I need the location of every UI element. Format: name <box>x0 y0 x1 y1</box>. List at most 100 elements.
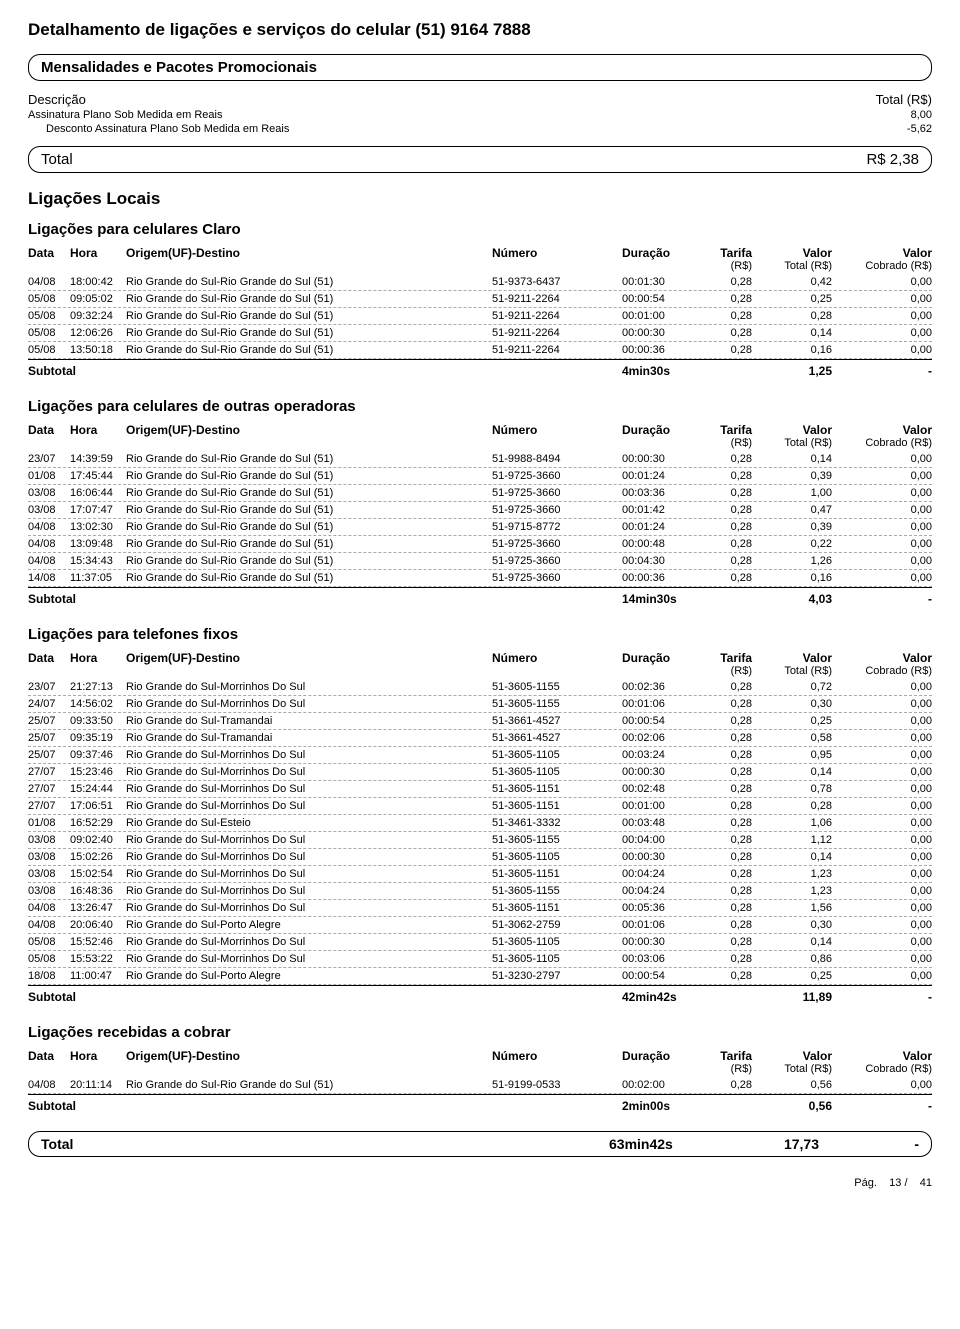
cell: 05/08 <box>28 310 70 322</box>
cell: 0,30 <box>752 698 832 710</box>
cell: 0,00 <box>832 1079 932 1091</box>
cell: 04/08 <box>28 1079 70 1091</box>
subtotal-cell <box>126 364 492 378</box>
grand-total-value: 17,73 <box>739 1136 819 1152</box>
cell: 00:02:36 <box>622 681 696 693</box>
cell: 0,28 <box>696 470 752 482</box>
table-row: 04/0815:34:43Rio Grande do Sul-Rio Grand… <box>28 553 932 570</box>
cell: 0,00 <box>832 885 932 897</box>
cell: 51-3230-2797 <box>492 970 622 982</box>
cell: 27/07 <box>28 766 70 778</box>
col-header-sub: (R$) <box>696 260 752 272</box>
cell: 51-9715-8772 <box>492 521 622 533</box>
cell: 0,28 <box>696 555 752 567</box>
col-header: ValorCobrado (R$) <box>832 423 932 449</box>
col-header: ValorTotal (R$) <box>752 246 832 272</box>
subtotal-cell <box>70 1099 126 1113</box>
subtotal-cell: - <box>832 1099 932 1113</box>
cell: 17:06:51 <box>70 800 126 812</box>
cell: Rio Grande do Sul-Morrinhos Do Sul <box>126 681 492 693</box>
col-header: Origem(UF)-Destino <box>126 423 492 449</box>
cell: 0,00 <box>832 487 932 499</box>
cell: 00:01:06 <box>622 919 696 931</box>
cell: 0,28 <box>696 715 752 727</box>
mensal-total-banner: Total R$ 2,38 <box>28 146 932 173</box>
table-row: 04/0818:00:42Rio Grande do Sul-Rio Grand… <box>28 274 932 291</box>
cell: 51-3605-1105 <box>492 766 622 778</box>
subtotal-cell: - <box>832 364 932 378</box>
cell: 00:00:54 <box>622 715 696 727</box>
mensal-total-label: Total <box>41 151 73 168</box>
cell: Rio Grande do Sul-Porto Alegre <box>126 919 492 931</box>
cell: 03/08 <box>28 504 70 516</box>
group-heading: Ligações para celulares Claro <box>28 221 932 238</box>
cell: 51-3605-1151 <box>492 800 622 812</box>
col-header-sub: Cobrado (R$) <box>832 260 932 272</box>
cell: 0,28 <box>696 1079 752 1091</box>
table-row: 01/0816:52:29Rio Grande do Sul-Esteio51-… <box>28 815 932 832</box>
cell: 0,00 <box>832 817 932 829</box>
cell: Rio Grande do Sul-Rio Grande do Sul (51) <box>126 538 492 550</box>
cell: 0,00 <box>832 453 932 465</box>
cell: 0,00 <box>832 800 932 812</box>
cell: 03/08 <box>28 885 70 897</box>
cell: 15:24:44 <box>70 783 126 795</box>
cell: 0,00 <box>832 555 932 567</box>
table-row: 04/0820:06:40Rio Grande do Sul-Porto Ale… <box>28 917 932 934</box>
cell: Rio Grande do Sul-Rio Grande do Sul (51) <box>126 1079 492 1091</box>
col-header: Data <box>28 423 70 449</box>
subtotal-cell: 4min30s <box>622 364 696 378</box>
cell: 0,00 <box>832 953 932 965</box>
cell: 0,30 <box>752 919 832 931</box>
col-header: Número <box>492 651 622 677</box>
cell: 16:52:29 <box>70 817 126 829</box>
mensal-header-desc: Descrição <box>28 92 86 107</box>
table-row: 05/0813:50:18Rio Grande do Sul-Rio Grand… <box>28 342 932 359</box>
cell: Rio Grande do Sul-Rio Grande do Sul (51) <box>126 521 492 533</box>
cell: 00:00:30 <box>622 327 696 339</box>
cell: 17:45:44 <box>70 470 126 482</box>
cell: 0,28 <box>696 732 752 744</box>
cell: Rio Grande do Sul-Rio Grande do Sul (51) <box>126 276 492 288</box>
subtotal-cell <box>492 364 622 378</box>
cell: Rio Grande do Sul-Rio Grande do Sul (51) <box>126 504 492 516</box>
table-row: 03/0816:48:36Rio Grande do Sul-Morrinhos… <box>28 883 932 900</box>
cell: 0,28 <box>696 783 752 795</box>
cell: 00:00:54 <box>622 970 696 982</box>
cell: 51-9725-3660 <box>492 555 622 567</box>
col-header: Origem(UF)-Destino <box>126 1049 492 1075</box>
grand-total-duration: 63min42s <box>609 1136 683 1152</box>
cell: 0,28 <box>696 504 752 516</box>
cell: 0,28 <box>696 698 752 710</box>
cell: 1,23 <box>752 868 832 880</box>
col-header: ValorTotal (R$) <box>752 1049 832 1075</box>
cell: Rio Grande do Sul-Rio Grande do Sul (51) <box>126 310 492 322</box>
table-header: DataHoraOrigem(UF)-DestinoNúmeroDuraçãoT… <box>28 649 932 679</box>
col-header: Origem(UF)-Destino <box>126 651 492 677</box>
cell: 51-3661-4527 <box>492 732 622 744</box>
cell: 00:03:36 <box>622 487 696 499</box>
subtotal-cell <box>492 990 622 1004</box>
subtotal-cell <box>696 1099 752 1113</box>
table-header: DataHoraOrigem(UF)-DestinoNúmeroDuraçãoT… <box>28 1047 932 1077</box>
cell: 0,00 <box>832 698 932 710</box>
subtotal-cell <box>126 990 492 1004</box>
cell: 00:03:48 <box>622 817 696 829</box>
cell: 00:02:48 <box>622 783 696 795</box>
cell: 03/08 <box>28 834 70 846</box>
page-title: Detalhamento de ligações e serviços do c… <box>28 20 932 40</box>
col-header: Número <box>492 246 622 272</box>
cell: 13:26:47 <box>70 902 126 914</box>
cell: 00:01:42 <box>622 504 696 516</box>
cell: 0,28 <box>696 766 752 778</box>
cell: 0,00 <box>832 293 932 305</box>
cell: 0,95 <box>752 749 832 761</box>
table-row: 25/0709:35:19Rio Grande do Sul-Tramandai… <box>28 730 932 747</box>
table-row: 04/0813:02:30Rio Grande do Sul-Rio Grand… <box>28 519 932 536</box>
cell: Rio Grande do Sul-Morrinhos Do Sul <box>126 851 492 863</box>
cell: 0,58 <box>752 732 832 744</box>
cell: 00:02:00 <box>622 1079 696 1091</box>
cell: 0,25 <box>752 970 832 982</box>
cell: 0,28 <box>696 749 752 761</box>
cell: Rio Grande do Sul-Morrinhos Do Sul <box>126 698 492 710</box>
